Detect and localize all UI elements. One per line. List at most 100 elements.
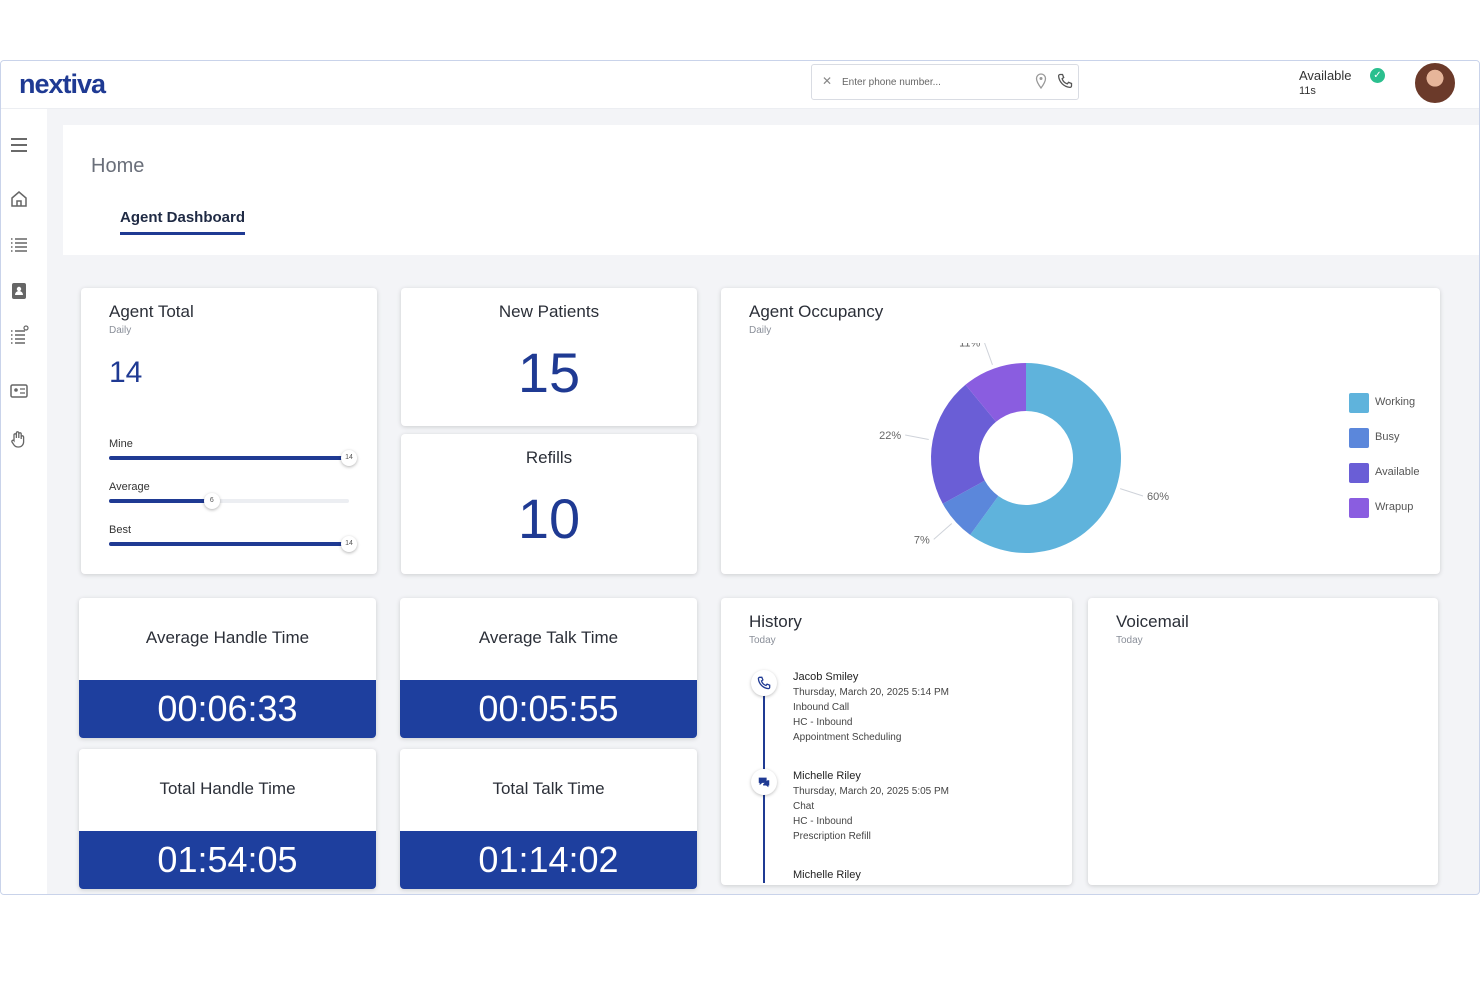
donut-slice-busy[interactable] <box>942 480 999 535</box>
total-handle-time-value: 01:54:05 <box>79 831 376 889</box>
total-talk-time-value: 01:14:02 <box>400 831 697 889</box>
legend-swatch <box>1349 393 1369 413</box>
legend-item[interactable]: Busy <box>1349 428 1419 466</box>
occupancy-donut-chart: 60% 7% 22% 11% <box>879 343 1169 553</box>
legend-item[interactable]: Wrapup <box>1349 498 1419 536</box>
card-title: Total Handle Time <box>159 779 296 798</box>
list-icon[interactable] <box>9 235 29 255</box>
slice-label-busy: 7% <box>914 534 930 546</box>
entry-queue: HC - Inbound <box>793 816 853 827</box>
refills-value: 10 <box>517 487 581 550</box>
card-title: Total Talk Time <box>492 779 605 798</box>
hand-icon[interactable] <box>9 429 29 449</box>
card-title: New Patients <box>498 302 600 321</box>
contact-name: Jacob Smiley <box>793 671 859 683</box>
entry-reason: Prescription Refill <box>793 831 871 842</box>
card-title: History <box>749 612 802 631</box>
progress-fill <box>109 456 349 460</box>
avatar[interactable] <box>1413 61 1457 105</box>
progress-track: 6 <box>109 493 349 509</box>
id-card-icon[interactable] <box>9 381 29 401</box>
average-handle-time-value: 00:06:33 <box>79 680 376 738</box>
average-talk-time-card: Average Talk Time 00:05:55 <box>400 598 697 738</box>
slice-label-available: 22% <box>879 430 901 442</box>
card-title: Refills <box>525 448 573 467</box>
progress-knob: 14 <box>341 450 357 466</box>
history-entry[interactable]: Jacob Smiley Thursday, March 20, 2025 5:… <box>793 670 949 745</box>
bar-label: Mine <box>109 438 133 450</box>
sidebar <box>1 109 47 894</box>
legend-label: Busy <box>1375 431 1400 443</box>
entry-date: Thursday, March 20, 2025 5:14 PM <box>793 687 950 698</box>
card-subtitle: Daily <box>109 325 132 336</box>
bar-label: Average <box>109 481 150 493</box>
card-title: Average Handle Time <box>145 628 310 647</box>
label-leader-line <box>984 343 993 366</box>
card-title: Voicemail <box>1116 612 1189 631</box>
bar-label: Best <box>109 524 132 536</box>
history-entry[interactable]: Michelle Riley Thursday, March 20, 2025 … <box>793 769 949 844</box>
progress-knob: 14 <box>341 536 357 552</box>
agent-total-card: Agent Total Daily 14 Mine 14 Average 6 B… <box>81 288 377 574</box>
contact-name: Michelle Riley <box>793 869 861 881</box>
entry-type: Inbound Call <box>793 702 850 713</box>
logo-text: nextiva <box>19 69 106 99</box>
phone-number-input[interactable] <box>842 73 1022 91</box>
donut-slice-wrapup[interactable] <box>965 363 1026 422</box>
refills-card: Refills 10 <box>401 434 697 574</box>
total-talk-time-card: Total Talk Time 01:14:02 <box>400 749 697 889</box>
donut-slice-available[interactable] <box>931 384 997 504</box>
progress-knob: 6 <box>203 493 220 509</box>
page-title: Home <box>91 155 145 177</box>
progress-track: 14 <box>109 450 357 466</box>
history-entry[interactable]: Michelle Riley <box>793 868 861 883</box>
legend-swatch <box>1349 428 1369 448</box>
legend-label: Available <box>1375 466 1420 478</box>
label-leader-line <box>933 523 953 540</box>
donut-slice-working[interactable] <box>970 363 1121 553</box>
card-title: Average Talk Time <box>478 628 619 647</box>
tasks-icon[interactable] <box>9 325 29 345</box>
app-window: nextiva ✕ Available 11s ✓ Home Agent Das… <box>0 60 1480 895</box>
contact-name: Michelle Riley <box>793 770 861 782</box>
agent-occupancy-card: Agent Occupancy Daily 60% 7% 22% 11% Workin… <box>721 288 1440 574</box>
location-pin-icon[interactable] <box>1034 73 1048 89</box>
history-card: History Today Jacob Smiley Thursday, Mar… <box>721 598 1072 885</box>
phone-call-icon <box>751 670 777 696</box>
entry-queue: HC - Inbound <box>793 717 853 728</box>
slice-label-wrapup: 11% <box>959 343 980 349</box>
total-handle-time-card: Total Handle Time 01:54:05 <box>79 749 376 889</box>
progress-track: 14 <box>109 536 357 552</box>
call-icon[interactable] <box>1057 73 1073 89</box>
nextiva-logo[interactable]: nextiva <box>19 69 106 100</box>
clear-icon[interactable]: ✕ <box>822 74 833 88</box>
phone-dialer: ✕ <box>811 64 1079 100</box>
page-header: Home Agent Dashboard <box>63 125 1479 255</box>
progress-fill <box>109 542 349 546</box>
status-timer: 11s <box>1299 85 1316 97</box>
legend-label: Wrapup <box>1375 501 1414 513</box>
legend-swatch <box>1349 463 1369 483</box>
entry-date: Thursday, March 20, 2025 5:05 PM <box>793 786 950 797</box>
contacts-icon[interactable] <box>9 281 29 301</box>
legend-swatch <box>1349 498 1369 518</box>
bar-row-average: Average 6 <box>109 481 359 509</box>
top-bar: nextiva ✕ Available 11s ✓ <box>1 61 1479 109</box>
status-label: Available <box>1299 68 1352 83</box>
agent-status[interactable]: Available 11s <box>1299 68 1352 97</box>
chat-icon <box>751 769 777 795</box>
entry-type: Chat <box>793 801 815 812</box>
card-title: Agent Total <box>109 302 194 321</box>
card-title: Agent Occupancy <box>749 302 884 321</box>
legend-label: Working <box>1375 396 1416 408</box>
progress-fill <box>109 499 212 503</box>
agent-total-value: 14 <box>109 356 143 389</box>
legend-item[interactable]: Working <box>1349 393 1419 431</box>
bar-row-mine: Mine 14 <box>109 438 359 466</box>
legend-item[interactable]: Available <box>1349 463 1420 501</box>
menu-icon[interactable] <box>9 135 29 155</box>
home-icon[interactable] <box>9 189 29 209</box>
entry-reason: Appointment Scheduling <box>793 732 902 743</box>
tab-agent-dashboard[interactable]: Agent Dashboard <box>120 209 246 235</box>
average-handle-time-card: Average Handle Time 00:06:33 <box>79 598 376 738</box>
